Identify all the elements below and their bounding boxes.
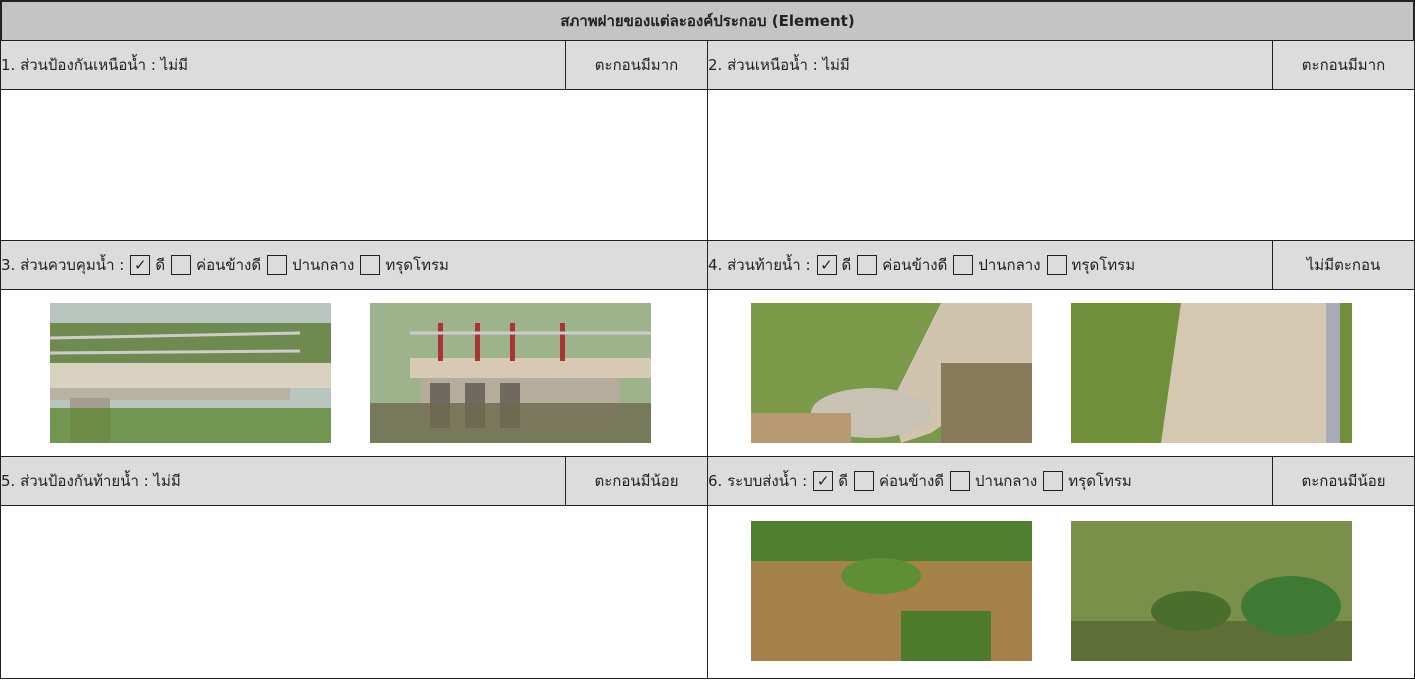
checkbox	[853, 471, 874, 491]
checkbox: ✓	[813, 471, 834, 491]
option-label: ค่อนข้างดี	[878, 472, 945, 490]
section-label: 5. ส่วนป้องกันท้ายน้ำ : ไม่มี	[1, 472, 181, 490]
option-label: ค่อนข้างดี	[882, 256, 948, 274]
section-label: 1. ส่วนป้องกันเหนือน้ำ : ไม่มี	[1, 56, 188, 74]
section-body	[707, 89, 1415, 241]
section-header: 2. ส่วนเหนือน้ำ : ไม่มี	[707, 40, 1273, 90]
checkbox	[360, 255, 381, 275]
checkbox: ✓	[816, 255, 837, 275]
option-label: ปานกลาง	[975, 472, 1038, 490]
option-label: ทรุดโทรม	[385, 256, 449, 274]
section-status: ตะกอนมีน้อย	[565, 456, 708, 506]
option-label: ปานกลาง	[292, 256, 355, 274]
section-status: ไม่มีตะกอน	[1272, 240, 1415, 290]
checkbox	[267, 255, 288, 275]
section-status: ตะกอนมีมาก	[565, 40, 708, 90]
photo	[370, 303, 651, 443]
checkbox	[1043, 471, 1064, 491]
section-body	[0, 505, 708, 679]
checkbox	[857, 255, 878, 275]
option-label: ดี	[155, 256, 166, 274]
form-title: สภาพฝายของแต่ละองค์ประกอบ (Element)	[0, 0, 1415, 42]
section-header: 1. ส่วนป้องกันเหนือน้ำ : ไม่มี	[0, 40, 566, 90]
photo	[1071, 303, 1352, 443]
option-label: ดี	[841, 256, 852, 274]
section-header: 6. ระบบส่งน้ำ : ✓ ดี ค่อนข้างดี ปานกลาง ทรุดโ…	[707, 456, 1273, 506]
checkbox	[953, 255, 974, 275]
photo	[1071, 521, 1352, 661]
checkbox: ✓	[130, 255, 151, 275]
photo	[50, 303, 331, 443]
section-label: 4. ส่วนท้ายน้ำ :	[708, 256, 811, 274]
section-header: 4. ส่วนท้ายน้ำ : ✓ ดี ค่อนข้างดี ปานกลาง ทรุด…	[707, 240, 1273, 290]
section-status: ตะกอนมีมาก	[1272, 40, 1415, 90]
option-label: ทรุดโทรม	[1068, 472, 1132, 490]
checkbox	[1046, 255, 1067, 275]
option-label: ปานกลาง	[978, 256, 1041, 274]
section-body	[0, 89, 708, 241]
option-label: ค่อนข้างดี	[196, 256, 262, 274]
section-header: 3. ส่วนควบคุมน้ำ : ✓ ดี ค่อนข้างดี ปานกลาง ทร…	[0, 240, 708, 290]
section-label: 2. ส่วนเหนือน้ำ : ไม่มี	[708, 56, 850, 74]
section-label: 3. ส่วนควบคุมน้ำ :	[1, 256, 125, 274]
checkbox	[171, 255, 192, 275]
section-header: 5. ส่วนป้องกันท้ายน้ำ : ไม่มี	[0, 456, 566, 506]
photo	[751, 521, 1032, 661]
photo	[751, 303, 1032, 443]
section-status: ตะกอนมีน้อย	[1272, 456, 1415, 506]
checkbox	[950, 471, 971, 491]
section-label: 6. ระบบส่งน้ำ :	[708, 472, 808, 490]
option-label: ทรุดโทรม	[1071, 256, 1136, 274]
option-label: ดี	[838, 472, 848, 490]
